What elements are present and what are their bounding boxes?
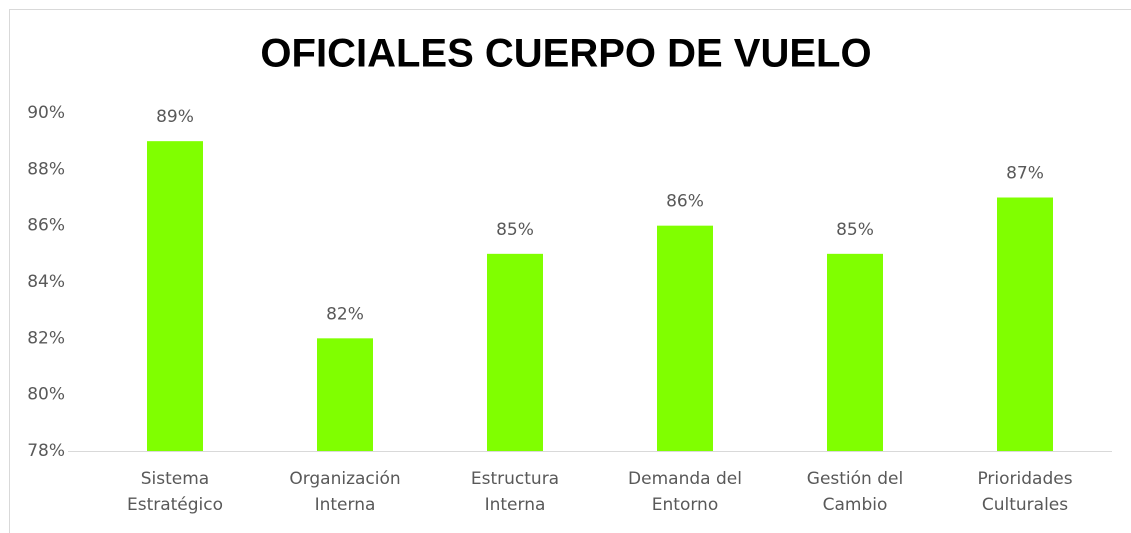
y-tick-label: 84%	[27, 272, 65, 292]
data-label: 87%	[1006, 164, 1044, 184]
data-label: 85%	[496, 220, 534, 240]
bar	[487, 253, 543, 451]
x-tick-label: Prioridades Culturales	[977, 469, 1073, 515]
chart-title: OFICIALES CUERPO DE VUELO	[260, 32, 871, 76]
data-label: 82%	[326, 304, 364, 324]
bar	[147, 141, 203, 451]
y-tick-label: 82%	[27, 328, 65, 348]
data-label: 89%	[156, 107, 194, 127]
y-tick-label: 90%	[27, 103, 65, 123]
data-label: 85%	[836, 220, 874, 240]
x-tick-label: Estructura Interna	[470, 469, 560, 515]
bar	[657, 225, 713, 451]
x-tick-label: Gestión del Cambio	[806, 469, 904, 515]
x-tick-label: Organización Interna	[289, 469, 401, 515]
y-tick-label: 80%	[27, 385, 65, 405]
x-tick-label: Demanda del Entorno	[628, 469, 742, 515]
y-tick-label: 86%	[27, 216, 65, 236]
bar	[827, 253, 883, 451]
data-label: 86%	[666, 192, 704, 212]
y-tick-label: 88%	[27, 159, 65, 179]
x-tick-label: Sistema Estratégico	[126, 469, 224, 515]
bar	[317, 338, 373, 451]
bar	[997, 197, 1053, 451]
y-tick-label: 78%	[27, 441, 65, 461]
